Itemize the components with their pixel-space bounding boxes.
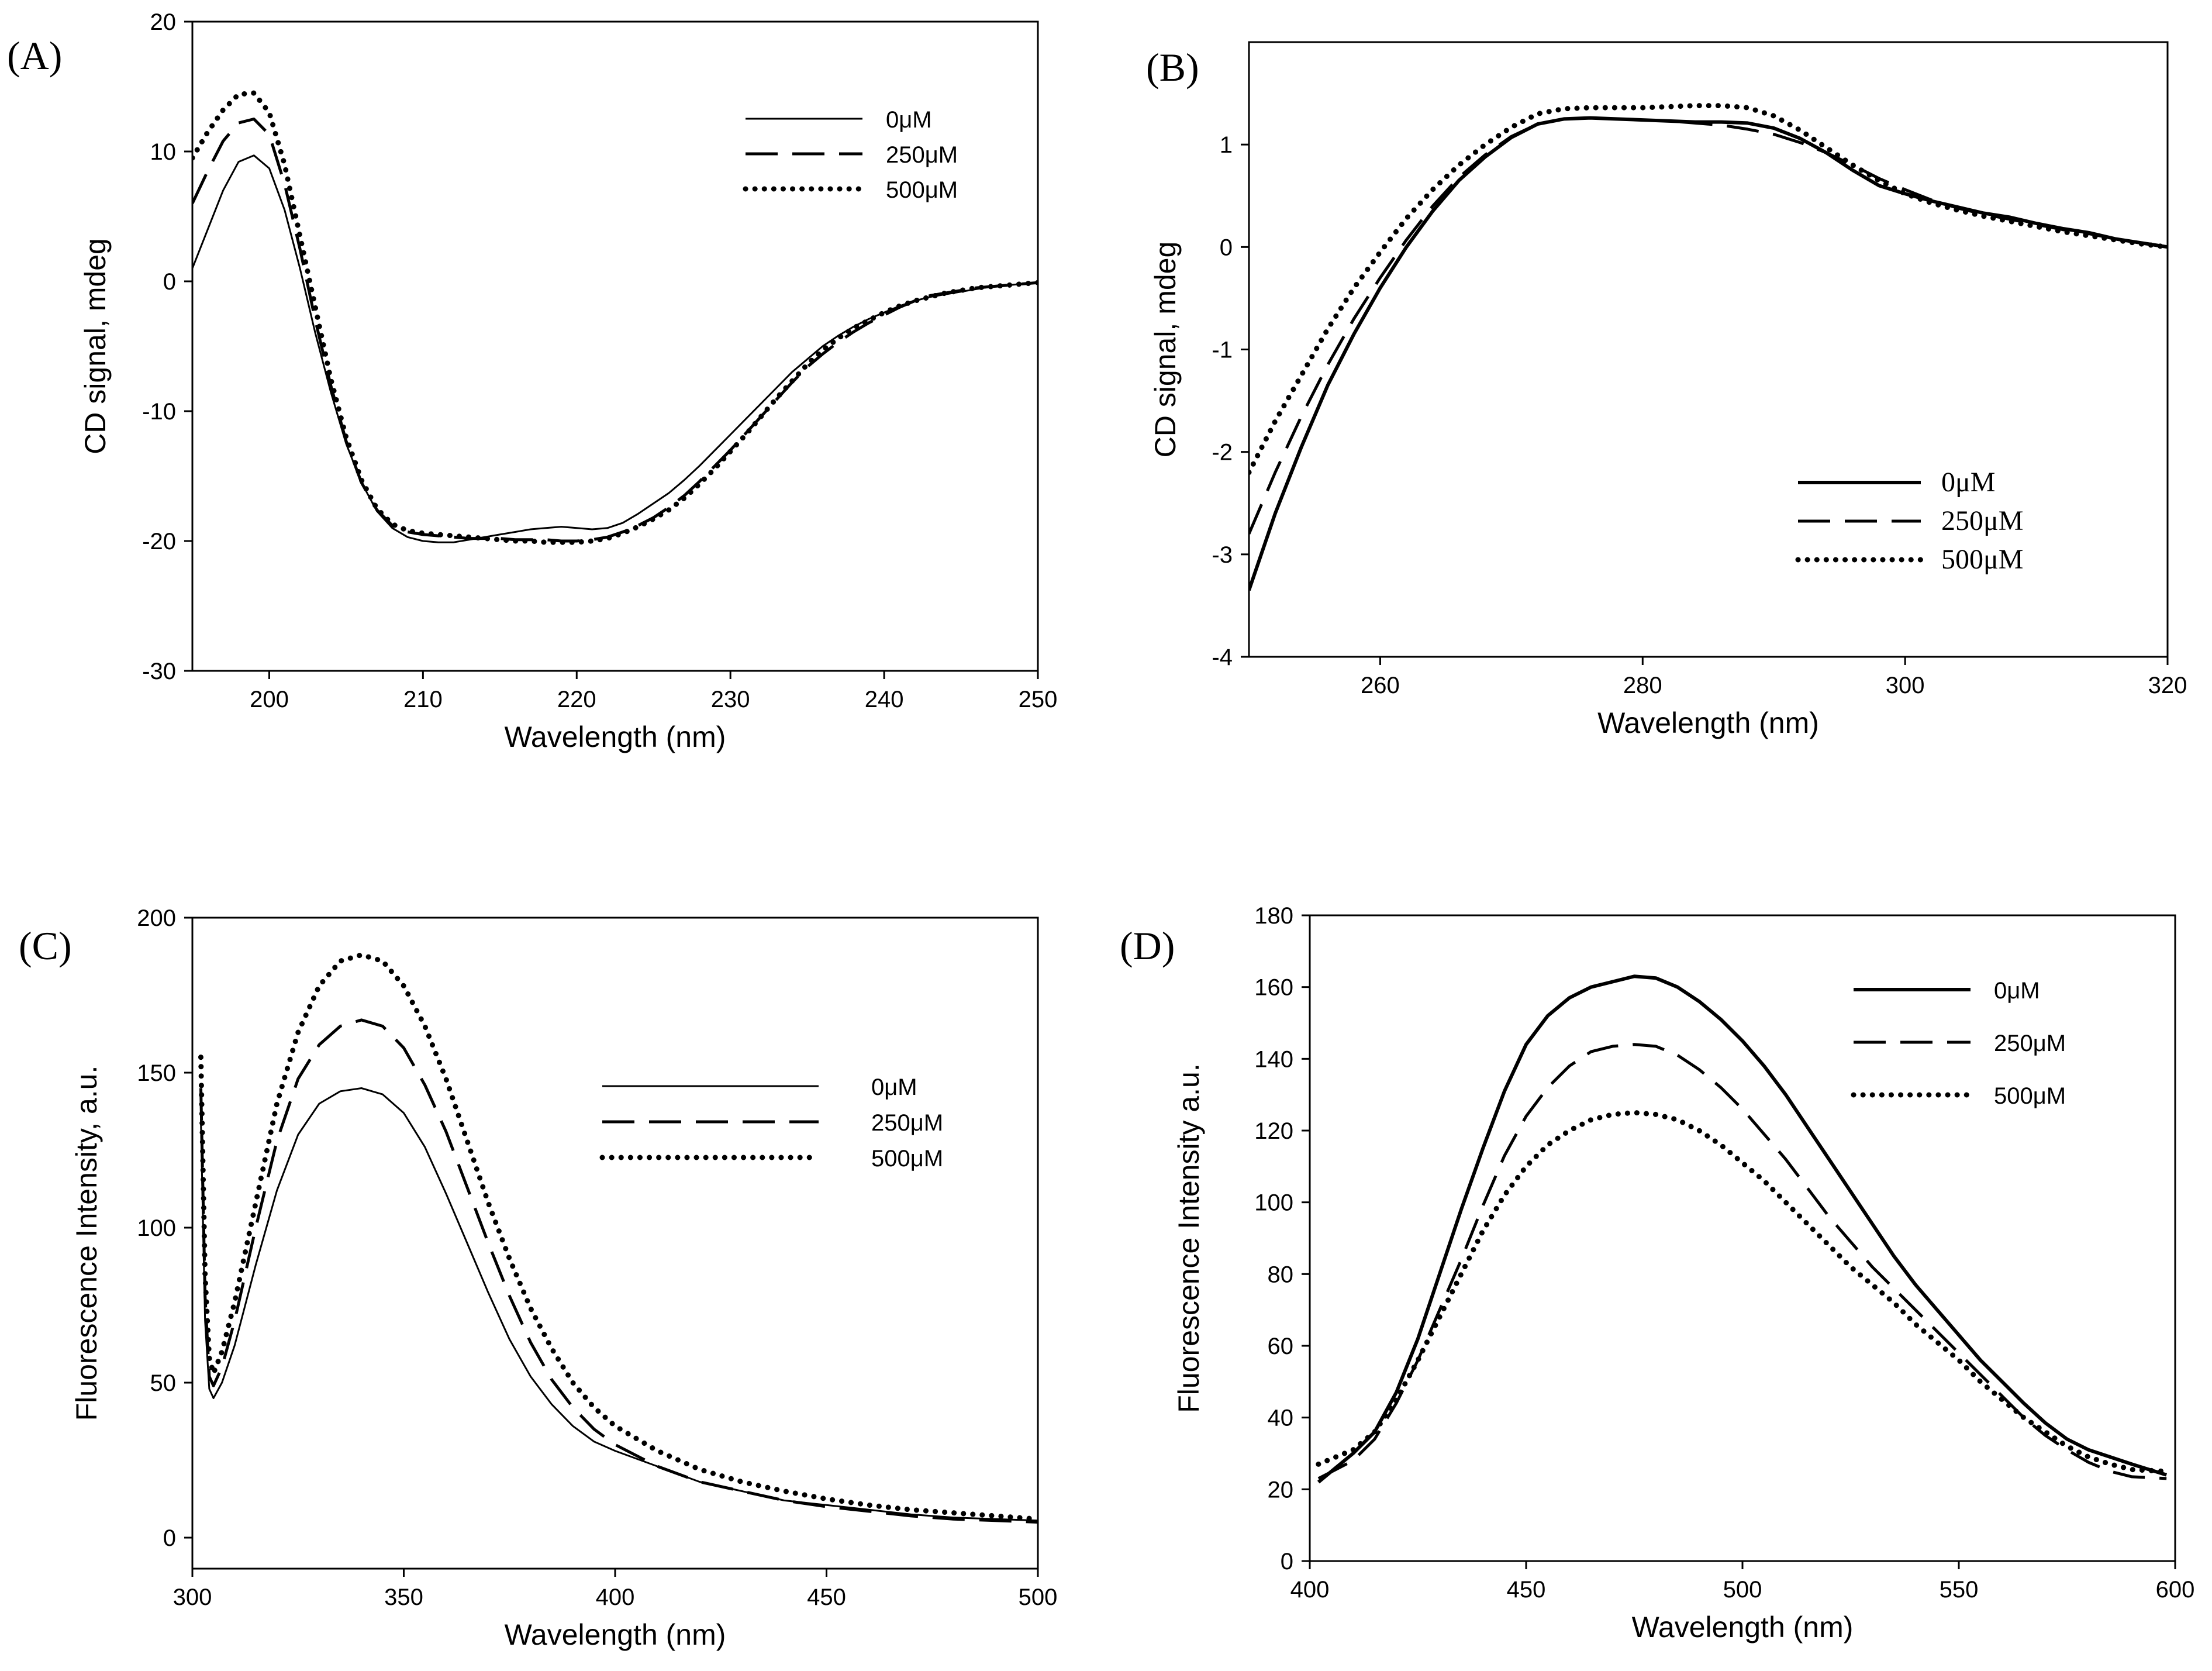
x-tick-label: 230 (711, 687, 750, 712)
panel-label: (B) (1146, 45, 1199, 89)
legend-label-1: 0μM (1941, 467, 1995, 498)
chart-panel-4: 400 450 500 550 600 0 20 40 60 80 100 120 140 160 180 W… (1120, 903, 2194, 1644)
series-group (192, 90, 1038, 545)
y-tick-label: 140 (1254, 1046, 1293, 1072)
series-line-1 (1249, 116, 2168, 591)
y-tick-label: 160 (1254, 975, 1293, 1001)
series-group (1316, 974, 2169, 1484)
y-tick-label: 0 (1220, 235, 1233, 260)
y-tick-label: 0 (163, 269, 176, 295)
y-tick-label: 10 (150, 139, 177, 165)
legend-label-2: 250μM (871, 1110, 943, 1136)
plot-frame (1248, 41, 2169, 658)
x-tick-label: 280 (1623, 673, 1662, 698)
series-line-3 (198, 952, 1038, 1522)
x-tick-label: 260 (1361, 673, 1400, 698)
y-tick-label: 200 (137, 905, 176, 931)
legend: 0μM 250μM 500μM (1851, 978, 2066, 1109)
legend-label-3: 500μM (871, 1146, 943, 1172)
plot-frame (191, 917, 1039, 1570)
panel-label: (C) (19, 924, 72, 968)
x-tick-label: 210 (403, 687, 443, 712)
x-tick-label: 450 (807, 1584, 846, 1610)
plot-frame (1309, 914, 2176, 1562)
y-tick-label: -10 (142, 399, 176, 425)
x-tick-label: 300 (1886, 673, 1925, 698)
y-tick-label: -20 (142, 529, 176, 554)
x-tick-label: 600 (2156, 1577, 2195, 1603)
y-axis-title: CD signal, mdeg (1149, 242, 1182, 458)
series-line-1 (192, 154, 1038, 543)
x-axis-title: Wavelength (nm) (1597, 707, 1819, 739)
chart-panel-2: 260 280 300 320 -4 -3 -2 -1 0 1 Wavelength (nm) CD … (1146, 41, 2187, 739)
y-tick-label: 120 (1254, 1118, 1293, 1144)
legend-label-2: 250μM (1994, 1031, 2066, 1056)
y-tick-label: 60 (1268, 1334, 1294, 1359)
series-group (1249, 103, 2168, 591)
x-tick-label: 200 (250, 687, 289, 712)
x-tick-label: 300 (173, 1584, 212, 1610)
y-tick-label: 80 (1268, 1262, 1294, 1287)
legend: 0μM 250μM 500μM (599, 1074, 943, 1172)
y-axis-title: Fluorescence Intensity a.u. (1172, 1063, 1205, 1413)
y-tick-label: 20 (150, 9, 177, 35)
y-tick-label: 40 (1268, 1405, 1294, 1431)
x-tick-label: 350 (384, 1584, 423, 1610)
y-axis-title: CD signal, mdeg (79, 238, 112, 454)
series-line-2 (199, 1018, 1038, 1524)
y-tick-label: -4 (1212, 645, 1233, 670)
panel-label: (A) (7, 33, 62, 78)
series-group (198, 952, 1038, 1524)
x-tick-label: 450 (1507, 1577, 1546, 1603)
y-tick-label: 1 (1220, 132, 1233, 158)
series-line-2 (1317, 1043, 2167, 1480)
x-tick-label: 550 (1940, 1577, 1979, 1603)
y-tick-label: -1 (1212, 337, 1233, 363)
x-axis-title: Wavelength (nm) (505, 1618, 726, 1651)
legend-label-1: 0μM (886, 107, 932, 133)
x-axis-title: Wavelength (nm) (1632, 1611, 1854, 1644)
x-tick-label: 500 (1723, 1577, 1762, 1603)
series-line-3 (1249, 103, 2168, 476)
series-line-2 (1249, 116, 2168, 535)
series-line-3 (1316, 1110, 2169, 1474)
legend-label-3: 500μM (886, 177, 958, 203)
series-line-3 (192, 90, 1038, 545)
plot-frame (191, 20, 1039, 672)
y-tick-label: 50 (150, 1370, 177, 1396)
legend-label-1: 0μM (1994, 978, 2040, 1004)
legend: 0μM 250μM 500μM (1795, 467, 2023, 575)
x-tick-label: 240 (865, 687, 904, 712)
y-tick-label: 0 (163, 1525, 176, 1551)
y-tick-label: 0 (1281, 1549, 1293, 1574)
y-tick-label: 100 (137, 1215, 176, 1241)
series-line-1 (1317, 974, 2168, 1484)
y-tick-label: -30 (142, 659, 176, 684)
panel-label: (D) (1120, 924, 1175, 968)
y-tick-label: 180 (1254, 903, 1293, 929)
x-axis-title: Wavelength (nm) (505, 721, 726, 753)
y-tick-label: -2 (1212, 440, 1233, 466)
y-tick-label: 100 (1254, 1190, 1293, 1216)
legend-label-2: 250μM (886, 142, 958, 168)
x-tick-label: 320 (2148, 673, 2187, 698)
x-tick-label: 400 (1290, 1577, 1330, 1603)
y-tick-label: 20 (1268, 1477, 1294, 1503)
legend-label-2: 250μM (1941, 505, 2023, 536)
y-tick-label: 150 (137, 1060, 176, 1086)
x-tick-label: 220 (557, 687, 596, 712)
chart-panel-3: 300 350 400 450 500 0 50 100 150 200 Wavelength (n… (19, 905, 1057, 1651)
legend-label-3: 500μM (1994, 1083, 2066, 1109)
legend-label-1: 0μM (871, 1074, 917, 1100)
series-line-2 (192, 118, 1038, 543)
y-axis-title: Fluorescence Intensity, a.u. (70, 1066, 103, 1421)
legend: 0μM 250μM 500μM (743, 107, 958, 203)
x-tick-label: 400 (596, 1584, 635, 1610)
y-tick-label: -3 (1212, 542, 1233, 568)
chart-panel-1: 200 210 220 230 240 250 -30 -20 -10 0 10 20 Waveleng… (7, 9, 1057, 753)
x-tick-label: 500 (1019, 1584, 1058, 1610)
legend-label-3: 500μM (1941, 544, 2023, 575)
x-tick-label: 250 (1019, 687, 1058, 712)
